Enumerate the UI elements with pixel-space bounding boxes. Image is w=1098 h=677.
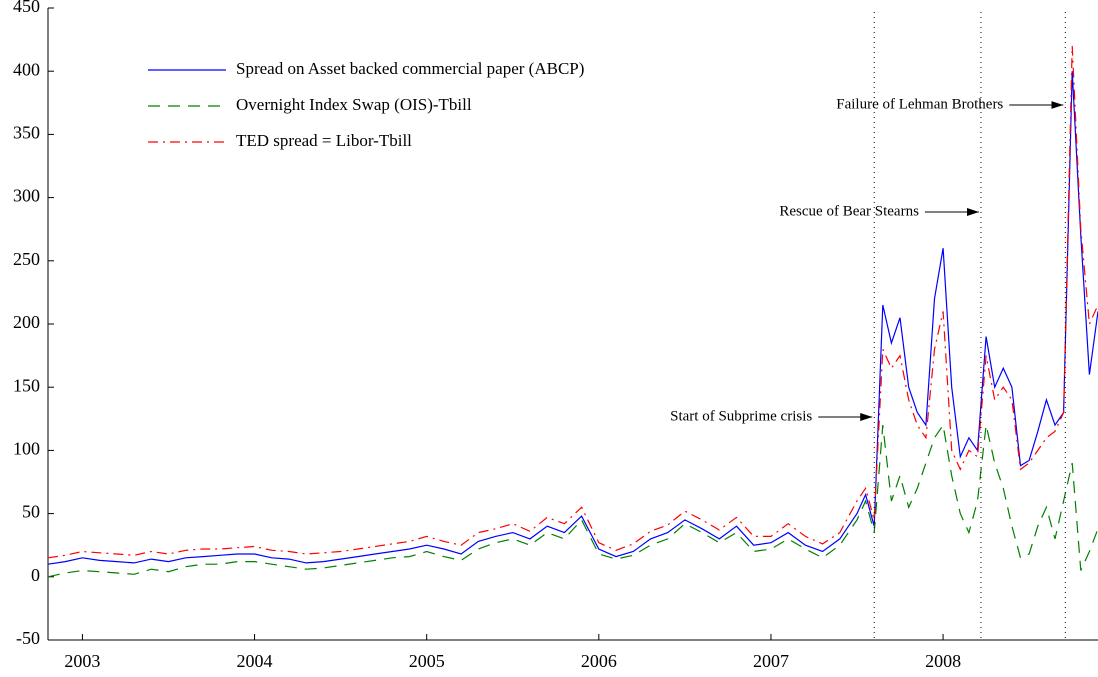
x-tick-label: 2006 <box>581 651 617 671</box>
y-tick-label: 300 <box>13 186 40 206</box>
annotation: Failure of Lehman Brothers <box>836 96 1003 112</box>
x-tick-label: 2008 <box>925 651 961 671</box>
series-line <box>47 423 1098 578</box>
x-tick-label: 2003 <box>64 651 100 671</box>
series-line <box>47 45 1098 559</box>
y-tick-label: -50 <box>16 628 40 648</box>
y-tick-label: 250 <box>13 249 40 269</box>
y-tick-label: 100 <box>13 439 40 459</box>
series-line <box>47 71 1098 565</box>
y-tick-label: 350 <box>13 123 40 143</box>
legend-label: TED spread = Libor-Tbill <box>236 131 412 150</box>
y-tick-label: 400 <box>13 59 40 79</box>
annotation: Start of Subprime crisis <box>670 408 812 424</box>
y-tick-label: 0 <box>31 565 40 585</box>
x-tick-label: 2007 <box>753 651 789 671</box>
y-tick-label: 50 <box>22 502 40 522</box>
legend-label: Overnight Index Swap (OIS)-Tbill <box>236 95 472 114</box>
y-tick-label: 150 <box>13 375 40 395</box>
y-tick-label: 200 <box>13 312 40 332</box>
annotation: Rescue of Bear Stearns <box>779 203 919 219</box>
y-tick-label: 450 <box>13 0 40 16</box>
x-tick-label: 2004 <box>237 651 273 671</box>
legend-label: Spread on Asset backed commercial paper … <box>236 59 584 78</box>
x-tick-label: 2005 <box>409 651 445 671</box>
